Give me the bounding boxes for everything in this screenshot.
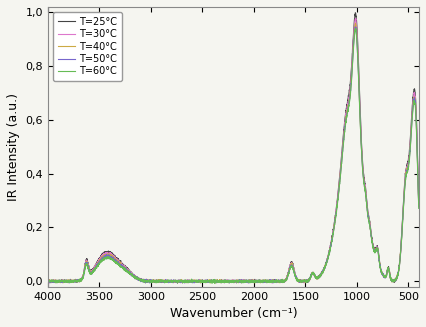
T=40°C [130,273,135,277]
T=60°C [159,279,164,283]
T=60°C [371,250,376,254]
T=40°C [392,279,397,283]
T=25°C [371,247,376,251]
T=60°C [392,278,397,282]
T=25°C [352,11,357,15]
T=25°C [392,278,397,282]
X-axis label: Wavenumber (cm⁻¹): Wavenumber (cm⁻¹) [169,307,296,320]
T=40°C [371,249,376,252]
T=30°C [160,279,165,283]
T=50°C [159,279,164,283]
T=30°C [415,203,420,207]
T=60°C [300,279,305,283]
T=50°C [392,278,397,282]
T=50°C [371,250,376,254]
Line: T=25°C: T=25°C [48,13,418,283]
T=40°C [207,281,212,285]
T=50°C [45,279,50,283]
Line: T=30°C: T=30°C [48,19,418,283]
T=30°C [352,17,357,21]
T=50°C [371,249,376,253]
T=50°C [130,274,135,278]
T=25°C [45,279,50,283]
T=25°C [130,271,135,275]
T=50°C [300,280,305,284]
T=25°C [175,281,180,285]
T=30°C [130,272,135,276]
T=25°C [415,202,420,206]
T=30°C [45,279,50,283]
T=60°C [371,249,376,253]
T=40°C [352,21,357,25]
T=50°C [415,205,420,209]
T=60°C [130,273,135,277]
T=40°C [371,248,376,252]
T=25°C [300,279,305,283]
T=25°C [371,249,376,252]
T=30°C [392,277,397,281]
T=60°C [352,27,357,31]
Line: T=60°C: T=60°C [48,29,418,283]
T=50°C [352,25,357,29]
T=40°C [159,280,164,284]
T=30°C [300,279,305,283]
T=60°C [45,280,50,284]
T=30°C [371,249,376,253]
Y-axis label: IR Intensity (a.u.): IR Intensity (a.u.) [7,93,20,201]
T=25°C [159,279,164,283]
Legend: T=25°C, T=30°C, T=40°C, T=50°C, T=60°C: T=25°C, T=30°C, T=40°C, T=50°C, T=60°C [53,12,122,81]
T=40°C [415,204,420,208]
Line: T=50°C: T=50°C [48,27,418,283]
T=60°C [212,281,217,285]
T=30°C [47,281,52,285]
T=40°C [300,279,305,283]
T=60°C [415,206,420,210]
T=50°C [246,281,251,285]
T=30°C [371,249,376,252]
Line: T=40°C: T=40°C [48,23,418,283]
T=40°C [45,280,50,284]
